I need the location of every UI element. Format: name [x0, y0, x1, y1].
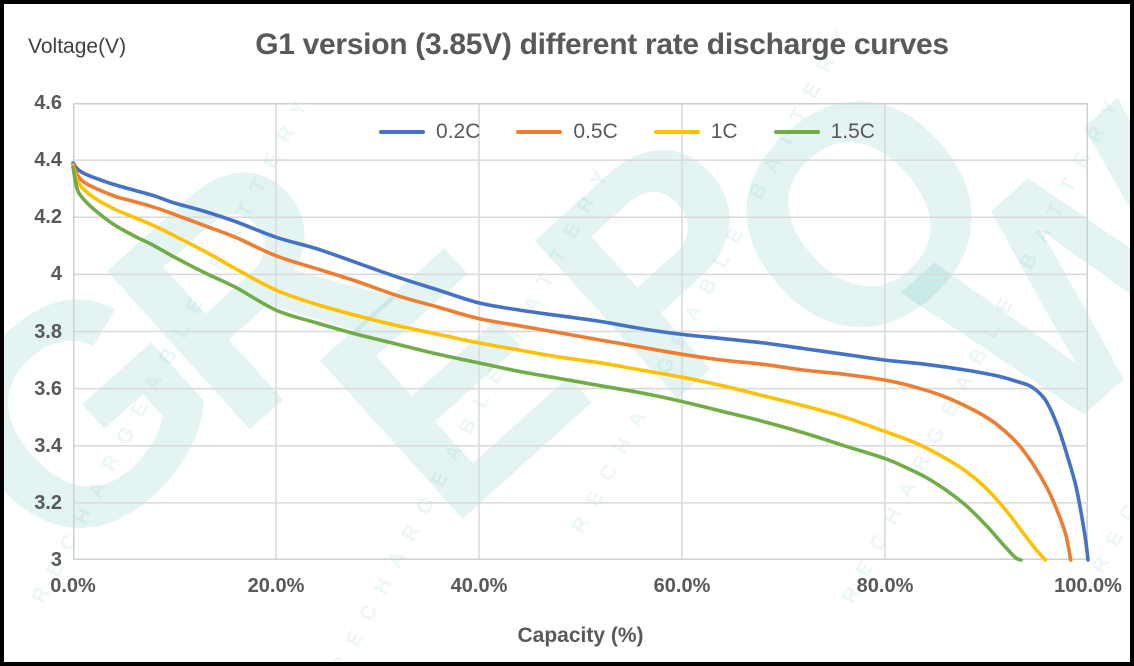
- legend-item-0.5C: 0.5C: [516, 120, 618, 144]
- x-tick-label-80.0%: 80.0%: [856, 575, 914, 597]
- legend-line-swatch-1C: [653, 130, 700, 134]
- legend-label-1.5C: 1.5C: [830, 120, 875, 143]
- y-tick-label-3.6: 3.6: [34, 377, 62, 400]
- x-tick-label-20.0%: 20.0%: [247, 575, 305, 597]
- legend-label-0.2C: 0.2C: [436, 120, 481, 143]
- y-tick-label-4.4: 4.4: [34, 149, 62, 172]
- y-tick-label-3.4: 3.4: [34, 434, 62, 457]
- legend-line-swatch-1.5C: [773, 130, 820, 134]
- x-tick-label-0.0%: 0.0%: [50, 575, 96, 597]
- legend-label-0.5C: 0.5C: [573, 120, 618, 143]
- legend-label-1C: 1C: [710, 120, 738, 143]
- legend-line-swatch-0.2C: [379, 130, 426, 134]
- x-tick-label-100.0%: 100.0%: [1054, 575, 1122, 597]
- plot-area: [71, 103, 1090, 562]
- y-tick-label-4.6: 4.6: [34, 92, 62, 114]
- legend: 0.2C 0.5C 1C 1.5C: [184, 120, 1070, 144]
- x-tick-label-60.0%: 60.0%: [653, 575, 711, 597]
- legend-item-1C: 1C: [653, 120, 738, 144]
- watermark-small-text: RECHARGEABLE BATTERY: [1087, 54, 1130, 578]
- legend-item-1.5C: 1.5C: [773, 120, 875, 144]
- series-line-0.5C: [71, 162, 1073, 562]
- y-tick-label-3.8: 3.8: [34, 320, 62, 343]
- y-tick-label-4.2: 4.2: [34, 206, 62, 229]
- y-tick-label-3: 3: [50, 549, 62, 571]
- legend-line-swatch-0.5C: [516, 130, 563, 134]
- series-line-1.5C: [71, 165, 1023, 562]
- chart-title: G1 version (3.85V) different rate discha…: [255, 28, 949, 61]
- plot-frame: [73, 103, 1088, 560]
- series-line-1C: [71, 164, 1048, 562]
- series-line-0.2C: [71, 161, 1090, 562]
- y-axis-title: Voltage(V): [28, 35, 127, 58]
- y-tick-label-3.2: 3.2: [34, 491, 62, 514]
- x-tick-label-40.0%: 40.0%: [450, 575, 508, 597]
- legend-item-0.2C: 0.2C: [379, 120, 480, 144]
- y-tick-label-4: 4: [50, 263, 62, 286]
- x-axis-title: Capacity (%): [517, 624, 644, 647]
